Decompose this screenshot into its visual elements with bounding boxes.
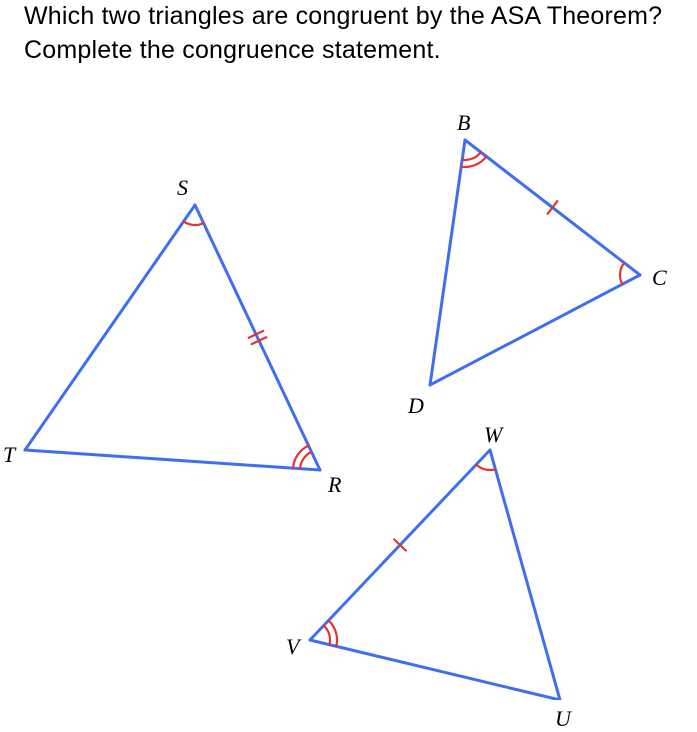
triangle-side	[430, 140, 465, 385]
triangle-side	[310, 640, 560, 700]
question-text: Which two triangles are congruent by the…	[24, 0, 674, 68]
triangle-side	[25, 450, 320, 470]
vertex-label-R: R	[328, 472, 341, 498]
vertex-label-T: T	[3, 442, 15, 468]
diagram-svg	[0, 80, 697, 700]
triangle-side	[195, 205, 320, 470]
vertex-label-V: V	[286, 634, 299, 660]
triangle-side	[25, 205, 195, 450]
vertex-label-S: S	[177, 175, 188, 201]
diagram: STRBCDWVU	[0, 80, 697, 700]
vertex-label-B: B	[457, 110, 470, 136]
vertex-label-U: U	[555, 706, 571, 732]
triangle-side	[430, 275, 640, 385]
vertex-label-C: C	[652, 265, 667, 291]
triangle-side	[490, 450, 560, 700]
vertex-label-D: D	[408, 393, 424, 419]
vertex-label-W: W	[484, 422, 502, 448]
